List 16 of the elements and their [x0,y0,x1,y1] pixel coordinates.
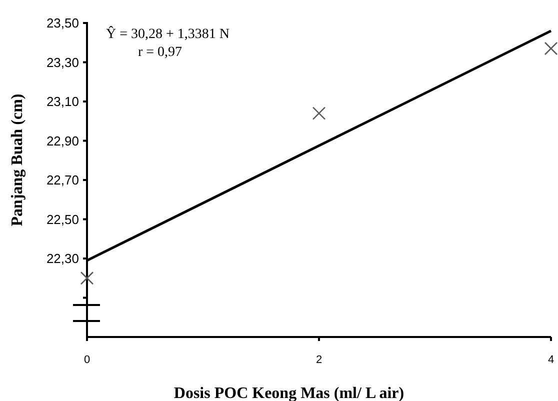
point [312,106,326,120]
point [544,42,558,56]
x-tick-label: 4 [548,354,554,366]
y-tick-label: 23,50 [46,16,79,31]
y-tick-label: 23,30 [46,54,79,70]
y-tick-label: 22,90 [46,133,79,148]
annotation: r = 0,97 [138,45,182,60]
y-tick-label: 22,70 [46,172,79,188]
y-tick-label: 22,30 [46,251,79,266]
y-tick-label: 22,50 [46,212,79,227]
x-tick-label: 2 [316,354,322,366]
x-tick-label: 0 [84,354,90,366]
y-tick-label: 23,10 [46,94,79,110]
point [80,271,94,285]
annotation: Ŷ = 30,28 + 1,3381 N [106,25,230,42]
y-axis-title: Panjang Buah (cm) [9,94,26,226]
